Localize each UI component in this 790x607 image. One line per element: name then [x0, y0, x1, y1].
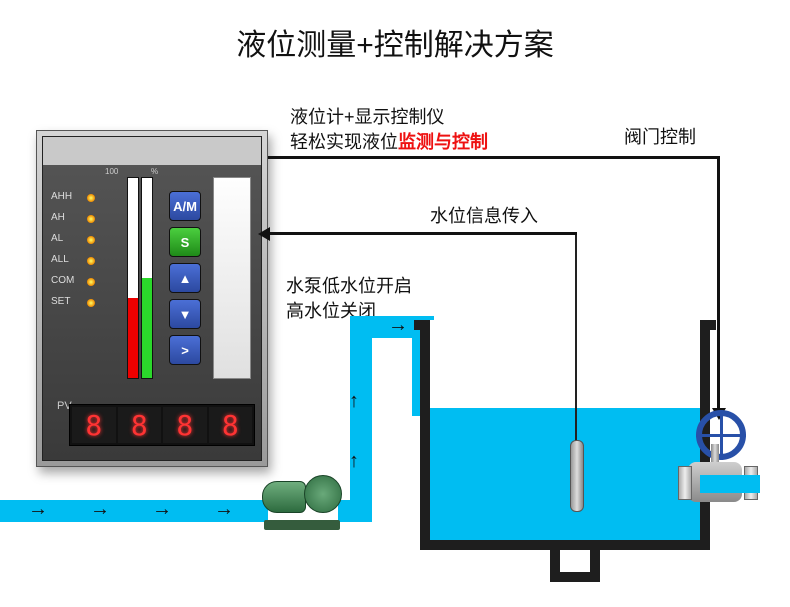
controller-label-sticker [213, 177, 251, 379]
flow-arrow-icon: → [388, 314, 408, 337]
am-button[interactable]: A/M [169, 191, 201, 221]
valve-wheel-icon [696, 410, 746, 460]
valve-ctrl-line-h [268, 156, 720, 159]
led-indicator [87, 194, 95, 202]
flow-arrow-icon: ↑ [349, 390, 359, 413]
digital-display: 8 8 8 8 [69, 404, 255, 446]
tank [420, 320, 710, 550]
callout-controller-emph: 监测与控制 [398, 132, 488, 152]
led-label-ah: AH [51, 212, 65, 223]
flow-arrow-icon: → [214, 498, 234, 521]
led-label-ahh: AHH [51, 191, 72, 202]
digit: 8 [209, 407, 253, 443]
led-indicator [87, 257, 95, 265]
tank-wall [420, 320, 710, 550]
callout-controller-line2a: 轻松实现液位 [290, 132, 398, 152]
valve-icon [678, 410, 758, 520]
bargraph-green [141, 177, 153, 379]
led-indicator [87, 236, 95, 244]
signal-arrowhead-icon [258, 227, 270, 241]
up-button[interactable]: ▲ [169, 263, 201, 293]
callout-valve: 阀门控制 [624, 125, 696, 150]
scale-unit: % [151, 167, 158, 176]
page-title: 液位测量+控制解决方案 [0, 20, 790, 64]
pipe-outlet [700, 475, 760, 493]
level-probe-icon [570, 440, 584, 512]
flow-arrow-icon: ↑ [349, 450, 359, 473]
controller-panel: AHH AH AL ALL COM SET 100 % A/M S ▲ ▼ > … [42, 136, 262, 461]
callout-signal: 水位信息传入 [430, 204, 538, 229]
led-label-com: COM [51, 275, 74, 286]
callout-pump-line1: 水泵低水位开启 [286, 276, 412, 296]
flow-arrow-icon: → [152, 498, 172, 521]
digit: 8 [72, 407, 116, 443]
tank-drain [550, 550, 600, 582]
bargraph-red [127, 177, 139, 379]
led-label-set: SET [51, 296, 70, 307]
signal-line [268, 232, 577, 235]
tank-rim [414, 320, 430, 330]
led-indicator [87, 299, 95, 307]
diagram-canvas: 液位测量+控制解决方案 AHH AH AL ALL COM SET 100 % … [0, 0, 790, 607]
flow-arrow-icon: → [90, 498, 110, 521]
led-indicator [87, 278, 95, 286]
probe-cable [575, 232, 577, 452]
digit: 8 [163, 407, 207, 443]
callout-controller-line1: 液位计+显示控制仪 [290, 107, 445, 127]
led-label-al: AL [51, 233, 63, 244]
digit: 8 [118, 407, 162, 443]
tank-rim [700, 320, 716, 330]
down-button[interactable]: ▼ [169, 299, 201, 329]
pipe-riser [350, 316, 372, 522]
led-label-all: ALL [51, 254, 69, 265]
scale-max: 100 [105, 167, 118, 176]
s-button[interactable]: S [169, 227, 201, 257]
valve-ctrl-line-v [717, 156, 720, 410]
led-indicator [87, 215, 95, 223]
controller-top-strip [43, 137, 261, 165]
flow-arrow-icon: → [28, 498, 48, 521]
right-button[interactable]: > [169, 335, 201, 365]
pump-icon [262, 475, 342, 530]
callout-controller: 液位计+显示控制仪 轻松实现液位监测与控制 [290, 105, 488, 155]
